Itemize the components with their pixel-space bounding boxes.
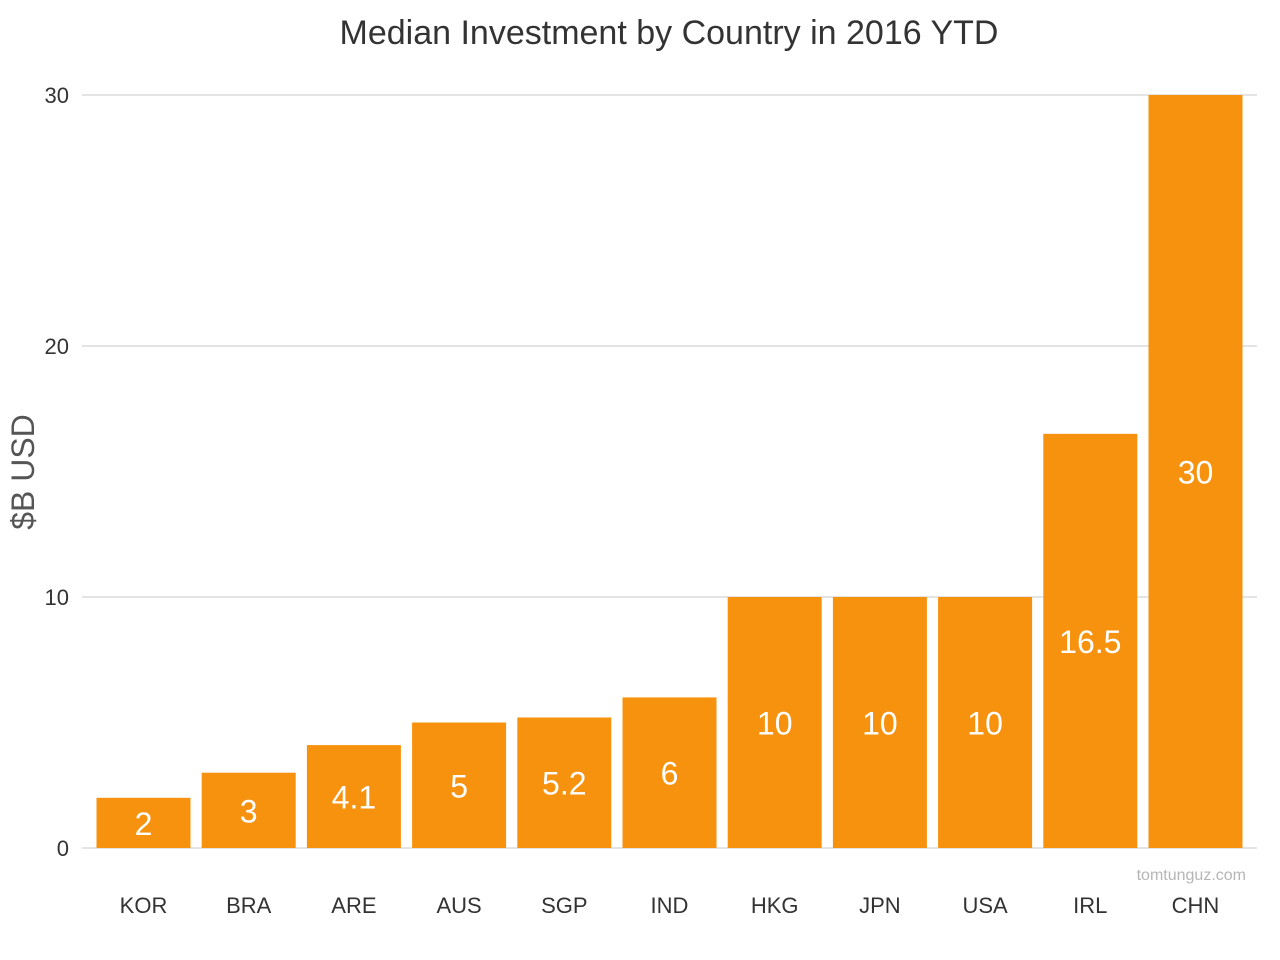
data-label: 10 <box>862 706 898 742</box>
x-tick-label: AUS <box>436 893 481 918</box>
data-label: 5 <box>450 768 468 804</box>
x-tick-label: CHN <box>1172 893 1220 918</box>
data-label: 3 <box>240 793 258 829</box>
bar-aus <box>412 722 507 848</box>
x-axis-ticks: KOR BRA ARE AUS SGP IND HKG JPN USA IRL CHN <box>120 893 1220 918</box>
bar-bra <box>201 772 296 848</box>
x-tick-label: SGP <box>541 893 587 918</box>
y-tick-label: 30 <box>45 83 69 108</box>
data-label: 30 <box>1178 455 1214 491</box>
bar-are <box>306 745 401 848</box>
data-label: 4.1 <box>332 780 376 816</box>
bar-kor <box>96 797 191 848</box>
bar-hkg <box>727 597 822 848</box>
x-tick-label: KOR <box>120 893 168 918</box>
x-tick-label: ARE <box>331 893 376 918</box>
data-label: 5.2 <box>542 766 586 802</box>
y-tick-label: 0 <box>57 836 69 861</box>
data-label: 16.5 <box>1059 624 1121 660</box>
bar-jpn <box>832 597 927 848</box>
bar-usa <box>938 597 1033 848</box>
data-label: 6 <box>661 756 679 792</box>
x-tick-label: IRL <box>1073 893 1107 918</box>
x-tick-label: BRA <box>226 893 272 918</box>
bar-irl <box>1043 433 1138 848</box>
chart-title: Median Investment by Country in 2016 YTD <box>340 14 999 52</box>
x-tick-label: JPN <box>859 893 901 918</box>
data-label: 10 <box>967 706 1003 742</box>
bars <box>96 95 1243 848</box>
data-label: 2 <box>135 806 153 842</box>
watermark: tomtunguz.com <box>1137 867 1246 884</box>
data-label: 10 <box>757 706 793 742</box>
bar-ind <box>622 697 717 848</box>
x-tick-label: USA <box>962 893 1008 918</box>
data-labels: 2 3 4.1 5 5.2 6 10 10 10 16.5 30 <box>135 455 1214 842</box>
x-tick-label: HKG <box>751 893 799 918</box>
x-tick-label: IND <box>651 893 689 918</box>
bar-sgp <box>517 717 612 848</box>
y-tick-label: 20 <box>45 334 69 359</box>
y-axis-label: $B USD <box>5 414 41 530</box>
y-axis-ticks: 0 10 20 30 <box>45 83 69 861</box>
bar-chn <box>1148 95 1243 848</box>
y-tick-label: 10 <box>45 585 69 610</box>
